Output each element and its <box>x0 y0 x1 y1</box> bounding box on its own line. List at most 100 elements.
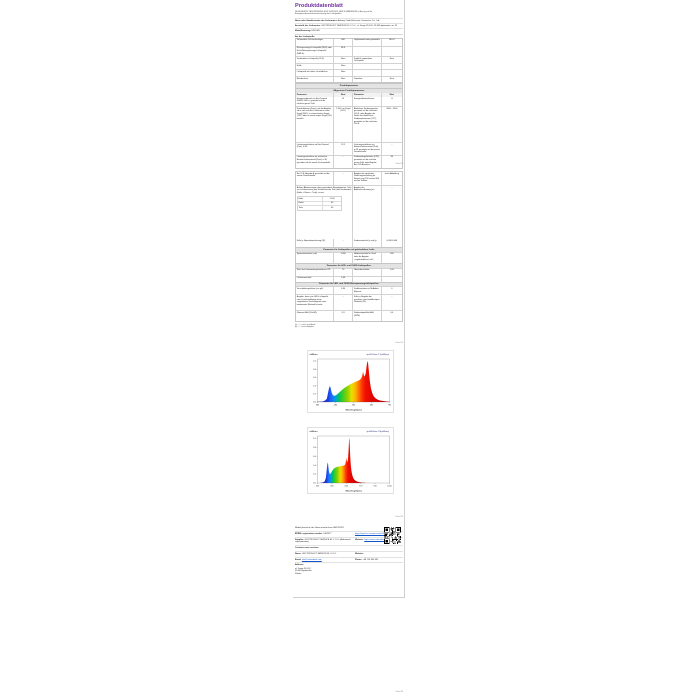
svg-text:0.0: 0.0 <box>313 402 317 404</box>
param-value: 1,00 <box>380 267 402 276</box>
param-label: Energieverbrauch im Ein-Zustand (kWh/1 0… <box>296 97 327 105</box>
eprel-link[interactable]: https://eprel.ec.europa.eu/qr/1402977 <box>355 533 390 535</box>
param-value: 1 600 <box>333 251 353 263</box>
light-source-type-heading: Art der Lichtquelle: <box>295 33 403 39</box>
model-id-value: EDV-005 <box>311 30 320 33</box>
supplier-value: GST PRODUCT SERVICE M. C.O.O. (Authorise… <box>295 538 351 544</box>
param-label: Ungebündelt oder gebündelt: <box>352 38 381 46</box>
chart-y-unit-label: mW/nm <box>310 431 318 433</box>
param-label: Nutzlichtstrom (Φuse), mit der Angabe, o… <box>296 106 334 142</box>
website-link[interactable]: https://www.velamdus-licht.de <box>364 538 392 541</box>
table-row: Lichtstromerhalt: 0,96 <box>296 275 402 282</box>
param-value: siehe Abbildung <box>380 172 402 185</box>
section-bar: Parameter für LED- und OLED-Netzspannung… <box>296 281 402 287</box>
param-value: 80 <box>380 154 402 168</box>
param-value: Nein <box>380 55 402 64</box>
param-value: Nein <box>333 69 353 77</box>
parameter-column-header: Parameter Wert Parameter Wert <box>296 92 402 97</box>
table-row: Spitzenlichtstärke (cd): 1 600 Halbwertswi… <box>296 251 402 263</box>
dimensions-mini-table: Höhe 1 100 Breite 60 Tiefe 60 <box>296 195 343 212</box>
svg-text:680: 680 <box>370 404 374 406</box>
model-id-label: Modellkennung: <box>295 30 311 33</box>
param-value: 0,4 <box>380 310 402 322</box>
page-footer-3: Seite 3/4 <box>395 516 403 518</box>
param-value: 180 <box>380 251 402 263</box>
table-row: Energieverbrauch im Ein-Zustand (kWh/1 0… <box>296 96 402 107</box>
table-row: Angabe, dass eine LED-Lichtquelle eine L… <box>296 294 402 311</box>
spd-chart-2-box: 350 490 630 770 910 1050 0.0 0.2 0.4 0.6 0.8 1.0 mW/… <box>307 427 403 494</box>
address-line: 95-348 Igolomska <box>295 570 312 573</box>
parameters-rows-mid: Falls ja, Äquivalenzleistung (W): – Farbwe… <box>296 239 402 247</box>
parameters-table-continued: Bei CLS: Angabe A, gerundet auf die zwei… <box>295 171 403 323</box>
email-link[interactable]: info@velamdusk.com <box>301 558 322 561</box>
svg-text:0.6: 0.6 <box>313 456 317 458</box>
param-value: 1 100 / im Kegel (120°) <box>333 106 353 143</box>
param-label: Spitzenlichtstärke (cd): <box>296 251 334 263</box>
param-label: Parameter <box>352 92 381 97</box>
param-value: Nein <box>380 76 402 83</box>
chart-peak-annotation: λp:660.8nm 2.9(mW/nm) <box>366 431 389 433</box>
table-row: Blendschutz: Nein Dimmbar: Nein <box>296 76 402 83</box>
svg-text:780: 780 <box>388 404 392 406</box>
param-value: – <box>380 142 402 155</box>
spectral-note-value: – <box>380 185 402 239</box>
svg-text:380: 380 <box>316 404 320 406</box>
table-row: Lichtquelle mit hoher Leuchtdichte: Nein <box>296 69 402 77</box>
param-label <box>352 63 381 70</box>
product-parameters-table: Produktparameter Allgemeine Produktparam… <box>295 82 403 169</box>
param-label: Falls ja, Angabe der ersetzten Leuchtsto… <box>352 294 381 311</box>
param-label: Farbkonsistenz in McAdam-Ellipsen: <box>352 286 381 295</box>
param-value: – <box>333 172 352 185</box>
param-value: Nein <box>333 63 353 70</box>
footnote-a: (a) „–“ = nicht zutreffend. <box>295 323 316 326</box>
dimension-cell: Tiefe <box>297 205 322 210</box>
name-value: GST PRODUCT SERVICE M. C.O.O. <box>301 552 337 555</box>
phone-value: +48 716 346 531 <box>362 558 379 561</box>
param-value: 0,3 <box>333 310 353 322</box>
table-row: Netzspannungs-Lichtquelle (MLS) oder Nic… <box>296 45 402 56</box>
market-placement-note: Model placed on the Union market from 08… <box>295 527 344 529</box>
param-value: 0,90 <box>333 286 353 295</box>
svg-text:910: 910 <box>373 485 377 487</box>
datasheet-page-2: Bei CLS: Angabe A, gerundet auf die zwei… <box>293 171 405 329</box>
param-label: Hülle: <box>296 63 334 69</box>
dimensions-label: Äußere Abmessungen ohne gesonderte Betri… <box>296 186 352 194</box>
dimension-cell: Höhe <box>298 197 304 200</box>
table-row: Leistungsaufnahme im vernetzten Bereitsc… <box>296 154 402 168</box>
spd-chart-2: 350 490 630 770 910 1050 0.0 0.2 0.4 0.6 0.8 1.0 mW/… <box>307 427 394 494</box>
supplier-row: Supplier: GST PRODUCT SERVICE M. C.O.O. … <box>295 536 403 545</box>
svg-text:0.4: 0.4 <box>313 465 317 467</box>
param-label: Parameter <box>296 92 334 97</box>
svg-text:480: 480 <box>334 404 338 406</box>
dimension-cell: 60 <box>321 205 342 211</box>
datasheet-page-1: Produktdatenblatt DELEGIERTE VERORDNUNG … <box>293 2 405 169</box>
address-label: Address: <box>295 564 305 567</box>
svg-text:1.0: 1.0 <box>313 361 317 363</box>
param-value: 14 <box>333 96 352 107</box>
param-value: – <box>333 239 352 247</box>
datasheet-document: Produktdatenblatt DELEGIERTE VERORDNUNG … <box>293 0 405 700</box>
param-label: Flimmer-Maß (PstLM): <box>296 310 334 321</box>
table-row: Nutzlichtstrom (Φuse), mit der Angabe, o… <box>296 106 402 143</box>
model-id-row: Modellkennung: EDV-005 <box>295 28 403 33</box>
param-label: Verschiebungsfaktor (cos φ1): <box>296 286 334 294</box>
param-label: Ähnlichste Farbtemperatur, gerundet auf … <box>352 106 381 143</box>
param-label: Angabe, dass eine LED-Lichtquelle eine L… <box>296 294 334 310</box>
svg-text:1.0: 1.0 <box>313 438 317 440</box>
supplier-address-row: Anschrift des Lieferanten: GST PRODUCT S… <box>295 23 403 28</box>
param-label <box>352 45 381 56</box>
footnote-b: (b) „–“ = keine Angabe. <box>295 326 315 329</box>
param-value: 0,96 <box>333 275 353 282</box>
param-value: NDLS <box>380 38 402 46</box>
param-label: Halbwertswinkel in Grad oder die Angabe … <box>352 251 381 263</box>
svg-text:0.8: 0.8 <box>313 369 317 371</box>
table-row: Parameter Wert Parameter Wert <box>296 92 402 97</box>
dimension-cell: Breite <box>297 200 322 206</box>
general-parameters-bar: Allgemeine Produktparameter: <box>296 88 402 93</box>
spd-chart-1-box: 380 480 580 680 780 0.0 0.2 0.4 0.6 0.8 1.0 mW/nm λp… <box>307 350 403 413</box>
param-value <box>380 45 402 56</box>
chart-peak-annotation: λp:661.3nm 2.7(mW/nm) <box>366 354 389 356</box>
svg-text:490: 490 <box>330 485 334 487</box>
param-value <box>380 63 402 70</box>
